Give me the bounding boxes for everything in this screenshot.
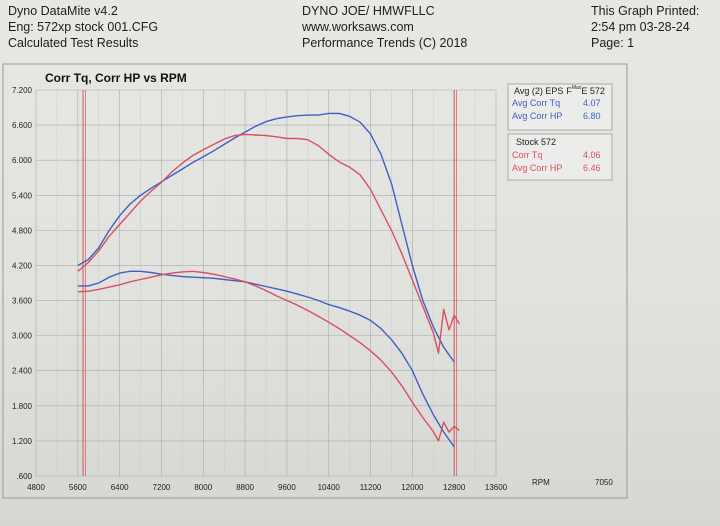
shop-name: DYNO JOE/ HMWFLLC xyxy=(302,4,435,18)
header-center: DYNO JOE/ HMWFLLC www.worksaws.com Perfo… xyxy=(302,3,467,51)
legend-box-1: Avg (2) EPS FMaxE 572 Avg Corr Tq 4.07 Av… xyxy=(507,83,613,131)
legend-box-2: Stock 572 Corr Tq 4.06 Avg Corr HP 6.46 xyxy=(507,133,613,181)
header-left: Dyno DataMite v4.2 Eng: 572xp stock 001.… xyxy=(8,3,158,51)
x-tick-8: 11200 xyxy=(360,483,382,492)
header-right: This Graph Printed: 2:54 pm 03-28-24 Pag… xyxy=(591,3,699,51)
results-label: Calculated Test Results xyxy=(8,36,139,50)
legend-2-header: Stock 572 xyxy=(516,137,556,147)
x-tick-labels: 4800 5600 6400 7200 8000 8800 9600 10400 11200 12… xyxy=(27,483,508,492)
y-tick-10: 1.200 xyxy=(12,437,33,446)
legend-1-entry-2-label: Avg Corr HP xyxy=(512,111,562,121)
software-name: Dyno DataMite v4.2 xyxy=(8,4,118,18)
engine-config: Eng: 572xp stock 001.CFG xyxy=(8,20,159,34)
y-tick-11: .600 xyxy=(16,472,32,481)
y-tick-2: 6.000 xyxy=(12,156,33,165)
x-tick-0: 4800 xyxy=(27,483,45,492)
y-tick-1: 6.600 xyxy=(12,121,33,130)
legend-1-header-sup: Max xyxy=(572,85,582,91)
chart-frame xyxy=(2,63,628,499)
rpm-markers xyxy=(82,90,458,476)
grid xyxy=(35,89,497,477)
page-number: Page: 1 xyxy=(591,36,635,50)
legend-2-entry-2-label: Avg Corr HP xyxy=(512,163,562,173)
legend-2-entry-2-value: 6.46 xyxy=(583,163,601,173)
y-tick-8: 2.400 xyxy=(12,367,33,376)
y-tick-9: 1.800 xyxy=(12,402,33,411)
x-tick-6: 9600 xyxy=(278,483,296,492)
chart-title: Corr Tq, Corr HP vs RPM xyxy=(45,71,187,85)
extra-rpm-label: 7050 xyxy=(595,478,613,487)
legend-1-header-suffix: F xyxy=(566,86,572,96)
x-tick-2: 6400 xyxy=(111,483,129,492)
copyright: Performance Trends (C) 2018 xyxy=(302,36,468,50)
legend-2-entry-1-value: 4.06 xyxy=(583,150,601,160)
y-tick-7: 3.000 xyxy=(12,332,33,341)
shop-website: www.worksaws.com xyxy=(302,20,414,34)
y-tick-5: 4.200 xyxy=(12,261,33,270)
printed-time: 2:54 pm 03-28-24 xyxy=(591,20,690,34)
x-tick-5: 8800 xyxy=(236,483,254,492)
printed-label: This Graph Printed: xyxy=(591,4,700,18)
x-tick-9: 12000 xyxy=(401,483,424,492)
y-tick-6: 3.600 xyxy=(12,297,33,306)
x-tick-10: 12800 xyxy=(443,483,466,492)
y-tick-labels: 7.200 6.600 6.000 5.400 4.800 4.200 3.600 3.000… xyxy=(12,86,33,481)
legend-1-header-tail: E 572 xyxy=(581,86,605,96)
series-avg-corr-hp xyxy=(77,112,455,363)
legend-1-entry-1-label: Avg Corr Tq xyxy=(512,98,560,108)
legend-1-header: Avg (2) EPS xyxy=(514,86,563,96)
series-stock-572-corr-tq xyxy=(77,270,460,442)
x-tick-1: 5600 xyxy=(69,483,87,492)
y-tick-0: 7.200 xyxy=(12,86,33,95)
x-tick-7: 10400 xyxy=(318,483,341,492)
y-tick-3: 5.400 xyxy=(12,191,33,200)
y-tick-4: 4.800 xyxy=(12,226,33,235)
series-avg-corr-tq xyxy=(77,270,455,448)
legend-1-entry-1-value: 4.07 xyxy=(583,98,601,108)
x-tick-11: 13600 xyxy=(485,483,508,492)
x-tick-4: 8000 xyxy=(194,483,212,492)
legend-1-entry-2-value: 6.80 xyxy=(583,111,601,121)
series-lines xyxy=(77,112,461,448)
legend-2-entry-1-label: Corr Tq xyxy=(512,150,542,160)
x-tick-3: 7200 xyxy=(153,483,171,492)
series-stock-572-corr-hp xyxy=(77,133,461,354)
x-axis-label: RPM xyxy=(532,478,550,487)
